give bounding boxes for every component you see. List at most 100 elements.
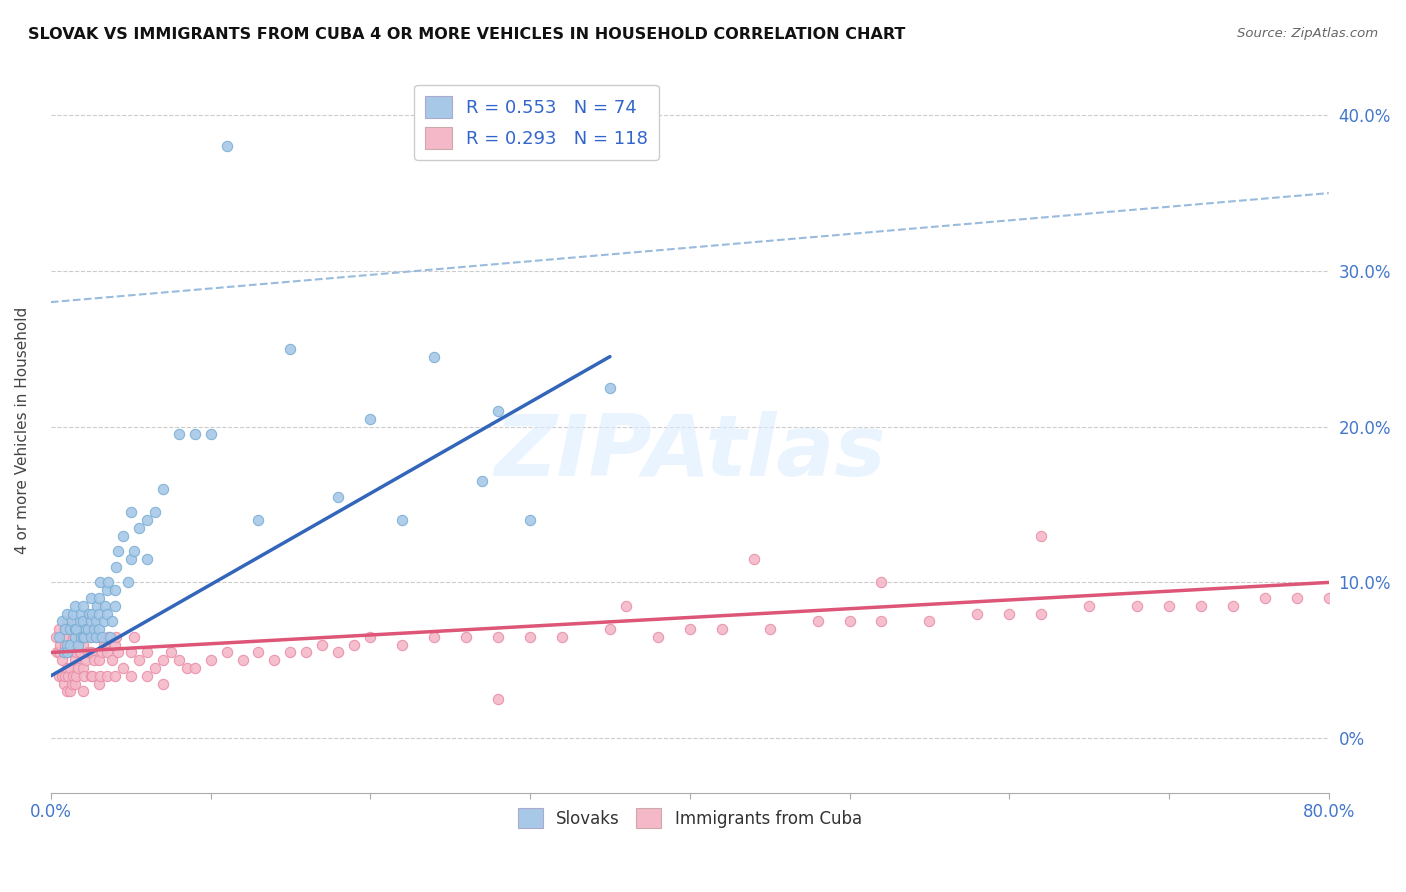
Point: [152, 482, 174, 496]
Point: [128, 521, 150, 535]
Point: [152, 653, 174, 667]
Point: [48, 622, 70, 636]
Point: [96, 646, 118, 660]
Point: [80, 630, 103, 644]
Point: [62, 669, 84, 683]
Point: [83, 622, 105, 636]
Point: [122, 630, 145, 644]
Point: [104, 583, 127, 598]
Point: [62, 630, 84, 644]
Point: [72, 615, 94, 629]
Point: [486, 630, 509, 644]
Point: [107, 544, 129, 558]
Point: [53, 669, 76, 683]
Point: [56, 638, 79, 652]
Point: [65, 646, 87, 660]
Point: [96, 607, 118, 621]
Point: [77, 607, 100, 621]
Point: [167, 427, 190, 442]
Point: [359, 412, 381, 426]
Point: [72, 638, 94, 652]
Point: [135, 669, 157, 683]
Point: [52, 646, 75, 660]
Point: [104, 599, 127, 613]
Point: [48, 646, 70, 660]
Point: [94, 599, 117, 613]
Point: [63, 622, 86, 636]
Point: [84, 630, 107, 644]
Point: [120, 646, 142, 660]
Point: [62, 607, 84, 621]
Point: [359, 630, 381, 644]
Point: [96, 583, 118, 598]
Point: [599, 622, 621, 636]
Point: [48, 669, 70, 683]
Point: [60, 638, 83, 652]
Point: [100, 653, 122, 667]
Point: [998, 607, 1021, 621]
Point: [231, 653, 253, 667]
Point: [76, 646, 98, 660]
Point: [63, 653, 86, 667]
Point: [423, 630, 446, 644]
Point: [80, 591, 103, 605]
Point: [63, 676, 86, 690]
Point: [87, 591, 110, 605]
Point: [80, 646, 103, 660]
Point: [152, 676, 174, 690]
Point: [70, 630, 93, 644]
Point: [105, 630, 128, 644]
Point: [80, 622, 103, 636]
Point: [52, 646, 75, 660]
Point: [519, 513, 541, 527]
Point: [104, 638, 127, 652]
Point: [89, 669, 111, 683]
Point: [183, 661, 205, 675]
Point: [614, 599, 637, 613]
Point: [46, 646, 69, 660]
Point: [1126, 599, 1149, 613]
Point: [280, 646, 302, 660]
Point: [53, 638, 76, 652]
Point: [247, 646, 270, 660]
Point: [295, 646, 318, 660]
Point: [69, 615, 91, 629]
Point: [311, 638, 333, 652]
Point: [60, 615, 83, 629]
Point: [56, 646, 79, 660]
Point: [63, 599, 86, 613]
Point: [111, 529, 134, 543]
Point: [66, 661, 89, 675]
Point: [486, 404, 509, 418]
Point: [83, 653, 105, 667]
Point: [135, 513, 157, 527]
Point: [104, 669, 127, 683]
Point: [73, 669, 96, 683]
Point: [128, 653, 150, 667]
Point: [82, 607, 104, 621]
Point: [838, 615, 860, 629]
Point: [51, 653, 73, 667]
Point: [471, 474, 494, 488]
Point: [120, 669, 142, 683]
Point: [391, 513, 413, 527]
Point: [87, 607, 110, 621]
Point: [1189, 599, 1212, 613]
Point: [56, 646, 79, 660]
Point: [87, 622, 110, 636]
Point: [45, 630, 67, 644]
Point: [76, 622, 98, 636]
Point: [135, 646, 157, 660]
Point: [200, 427, 222, 442]
Point: [758, 622, 780, 636]
Point: [65, 622, 87, 636]
Point: [72, 599, 94, 613]
Point: [91, 646, 114, 660]
Point: [87, 653, 110, 667]
Point: [84, 615, 107, 629]
Point: [107, 646, 129, 660]
Point: [96, 669, 118, 683]
Point: [53, 622, 76, 636]
Point: [56, 661, 79, 675]
Point: [143, 661, 166, 675]
